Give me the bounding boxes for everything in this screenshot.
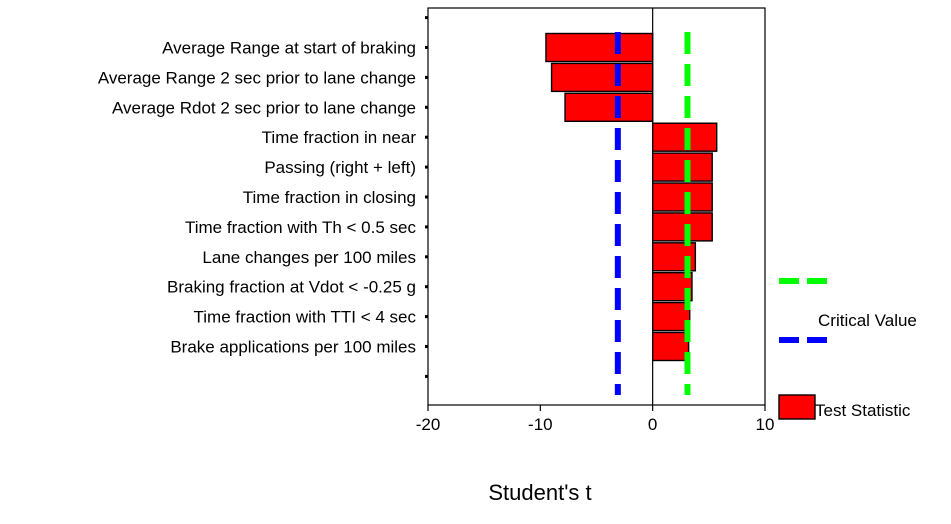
plot-frame — [427, 7, 766, 406]
bar-2 — [550, 62, 654, 93]
category-label-7: Time fraction with Th < 0.5 sec — [185, 218, 417, 237]
y-tick-11 — [425, 315, 428, 319]
x-tick-label-3: 0 — [648, 415, 657, 434]
legend-test-label: Test Statistic — [815, 401, 911, 420]
category-label-6: Time fraction in closing — [243, 188, 416, 207]
x-tick-label-1: -20 — [416, 415, 441, 434]
bar-7 — [651, 212, 713, 242]
y-tick-1 — [425, 16, 428, 20]
bar-5 — [651, 152, 713, 182]
bar-10 — [651, 301, 691, 332]
category-label-11: Brake applications per 100 miles — [170, 338, 416, 357]
category-label-4: Time fraction in near — [262, 128, 417, 147]
x-tick-label-2: -10 — [528, 415, 553, 434]
category-label-10: Time fraction with TTI < 4 sec — [194, 308, 417, 327]
y-tick-5 — [425, 135, 428, 139]
x-axis-label: Student's t — [488, 480, 591, 505]
y-tick-13 — [425, 374, 428, 378]
legend-critical-label: Critical Value — [818, 311, 917, 330]
bar-6 — [651, 182, 713, 212]
y-tick-10 — [425, 285, 428, 289]
bar-1 — [545, 32, 654, 63]
category-label-5: Passing (right + left) — [264, 158, 416, 177]
category-label-1: Average Range at start of braking — [162, 39, 416, 58]
y-tick-4 — [425, 105, 428, 109]
category-label-9: Braking fraction at Vdot < -0.25 g — [167, 278, 416, 297]
x-tick-label-4: 10 — [756, 415, 775, 434]
category-label-2: Average Range 2 sec prior to lane change — [98, 68, 416, 87]
y-tick-8 — [425, 225, 428, 229]
legend-test-swatch — [778, 394, 816, 420]
category-label-8: Lane changes per 100 miles — [202, 248, 416, 267]
y-tick-12 — [425, 345, 428, 348]
y-tick-6 — [425, 165, 428, 169]
bar-11 — [651, 331, 690, 362]
y-tick-9 — [425, 255, 428, 259]
y-tick-2 — [425, 46, 428, 49]
category-label-3: Average Rdot 2 sec prior to lane change — [112, 98, 416, 117]
y-tick-3 — [425, 75, 428, 79]
bar-3 — [564, 92, 654, 123]
y-tick-7 — [425, 195, 428, 199]
